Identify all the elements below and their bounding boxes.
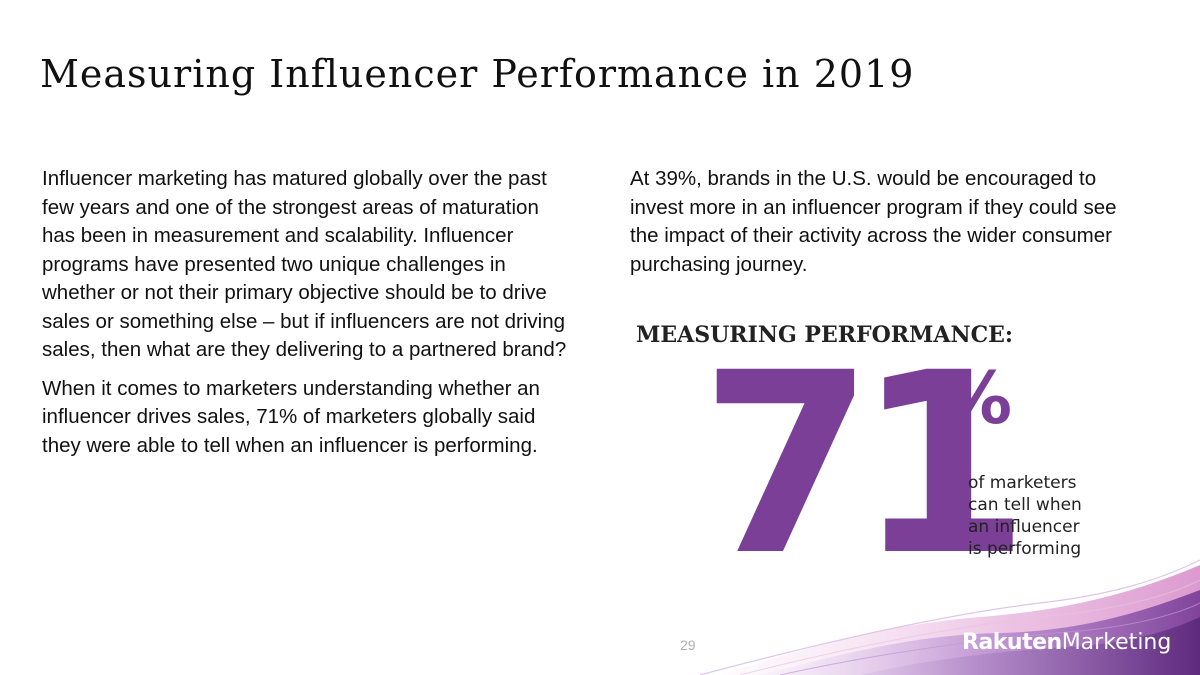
slide-title: Measuring Influencer Performance in 2019 bbox=[40, 52, 915, 96]
stat-heading: MEASURING PERFORMANCE: bbox=[636, 322, 1013, 348]
logo-brand-secondary: Marketing bbox=[1061, 630, 1172, 655]
left-text-column: Influencer marketing has matured globall… bbox=[42, 165, 570, 470]
findings-paragraph: When it comes to marketers understanding… bbox=[42, 376, 540, 457]
right-text-column: At 39%, brands in the U.S. would be enco… bbox=[630, 165, 1150, 279]
stat-percent-sign: % bbox=[940, 356, 1013, 440]
decorative-wave-graphic bbox=[699, 559, 1200, 675]
intro-paragraph: Influencer marketing has matured globall… bbox=[42, 167, 567, 361]
rakuten-marketing-logo: RakutenMarketing bbox=[962, 630, 1171, 655]
stat-caption-line: is performing bbox=[968, 539, 1082, 559]
page-number: 29 bbox=[680, 637, 696, 653]
logo-brand-primary: Rakuten bbox=[962, 630, 1062, 655]
stat-caption-line: an influencer bbox=[968, 517, 1080, 537]
us-brands-paragraph: At 39%, brands in the U.S. would be enco… bbox=[630, 167, 1117, 276]
stat-number: 71 bbox=[700, 319, 1030, 610]
stat-caption-line: can tell when bbox=[968, 495, 1082, 515]
stat-caption: of marketers can tell when an influencer… bbox=[968, 472, 1108, 560]
stat-caption-line: of marketers bbox=[968, 473, 1077, 493]
